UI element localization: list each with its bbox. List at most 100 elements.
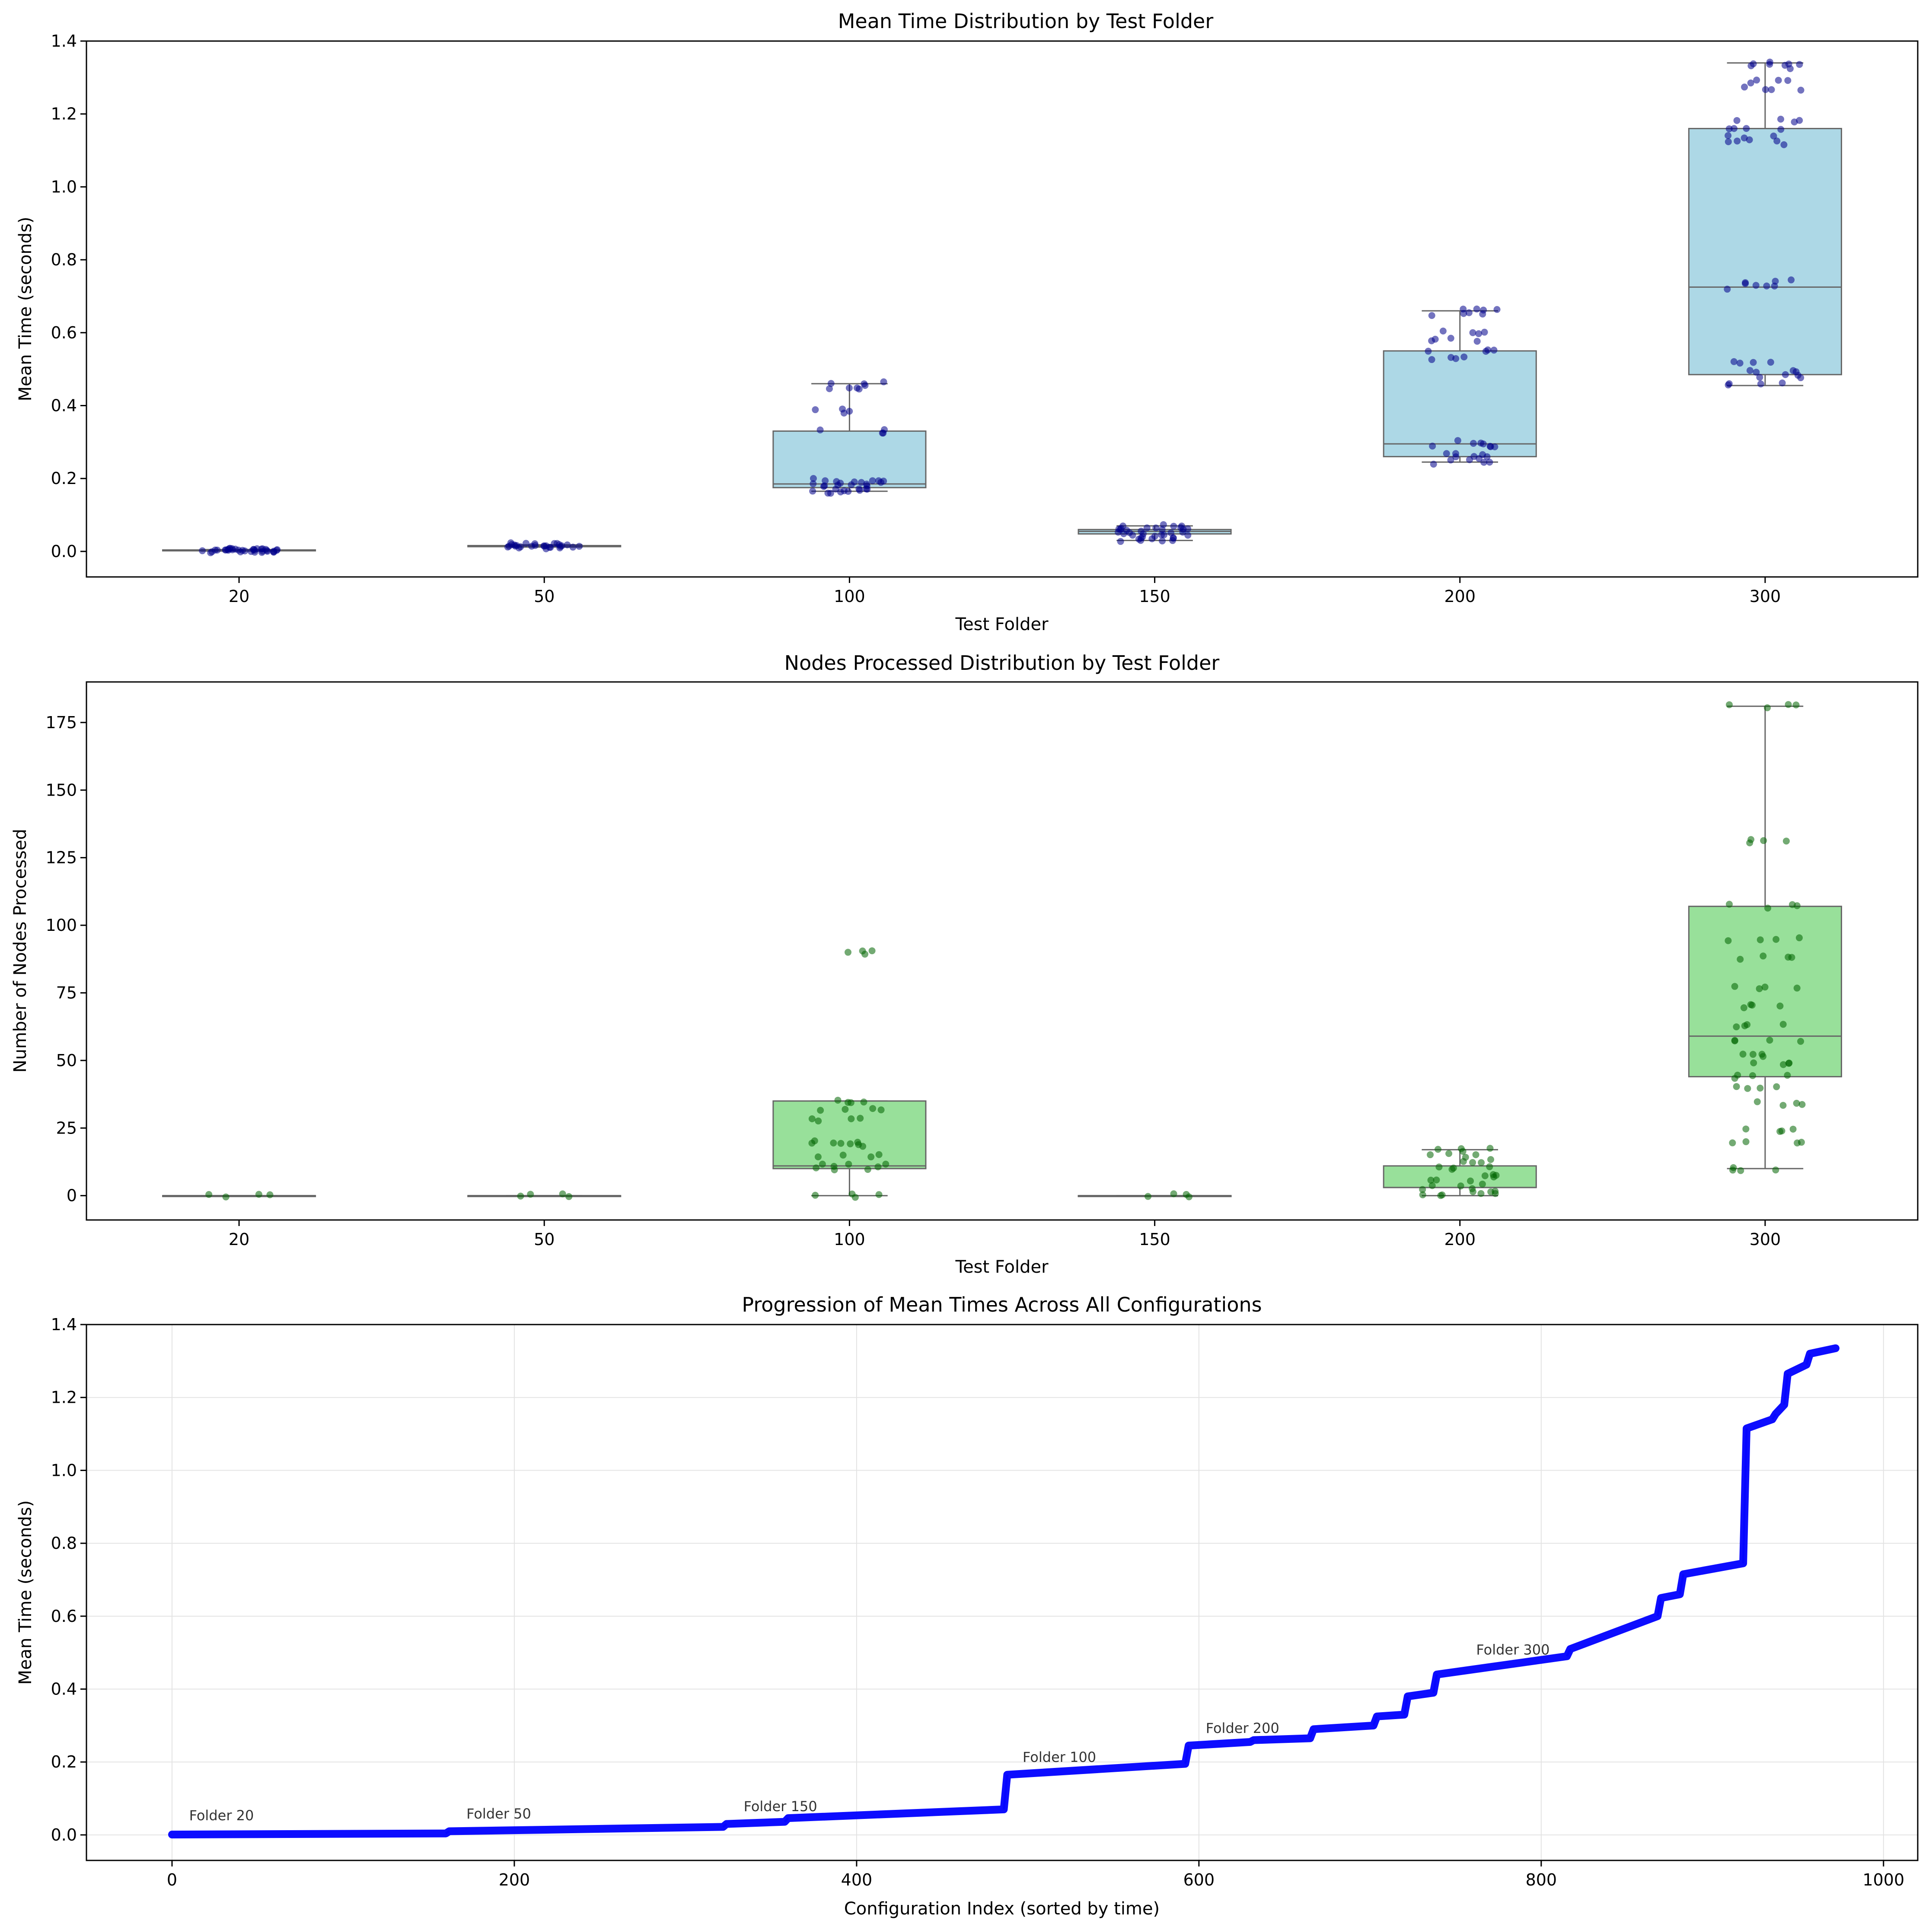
data-point [1750, 359, 1757, 366]
data-point [846, 408, 853, 415]
data-point [1487, 443, 1494, 450]
data-point [1734, 1071, 1741, 1079]
data-point [1762, 86, 1769, 93]
data-point [1793, 902, 1801, 909]
data-point [815, 1117, 822, 1124]
series-step-connector [1805, 1353, 1811, 1365]
y-tick-label: 1.4 [51, 32, 77, 51]
x-tick-label: 400 [841, 1870, 873, 1889]
data-point [576, 543, 583, 550]
box-group-50 [467, 539, 622, 552]
data-point [1743, 125, 1750, 132]
data-point [864, 1166, 871, 1173]
y-tick-label: 175 [45, 713, 77, 732]
data-point [1183, 1191, 1190, 1198]
data-point [1492, 1172, 1500, 1179]
data-point [1789, 367, 1797, 374]
y-tick-label: 1.4 [51, 1315, 77, 1334]
data-point [1725, 701, 1733, 708]
data-point [1733, 117, 1741, 124]
data-point [1734, 137, 1741, 145]
box-group-150 [1078, 1190, 1232, 1201]
data-point [1741, 83, 1748, 91]
data-point [819, 1160, 826, 1168]
data-point [1479, 451, 1486, 459]
data-point [1772, 277, 1779, 285]
series-step-connector [1656, 1598, 1662, 1617]
data-point [569, 544, 577, 551]
data-point [1460, 306, 1467, 313]
data-point [1473, 338, 1481, 345]
data-point [1749, 1072, 1756, 1079]
data-point [1725, 381, 1732, 389]
box-iqr [1688, 127, 1842, 376]
data-point [1724, 286, 1731, 293]
series-step-connector [1184, 1745, 1190, 1764]
data-point [1447, 334, 1454, 342]
x-tick-label: 800 [1526, 1870, 1557, 1889]
data-point [1766, 58, 1773, 66]
data-point [1730, 358, 1738, 365]
data-point [1746, 367, 1753, 374]
box-group-20 [162, 1191, 316, 1201]
series-step-connector [722, 1823, 727, 1828]
chart-title: Progression of Mean Times Across All Con… [742, 1293, 1262, 1316]
mean-time-box-chart: Mean Time Distribution by Test Folder 0.… [16, 10, 1919, 634]
series-step-connector [1742, 1428, 1748, 1564]
data-point [1493, 306, 1501, 313]
data-point [199, 547, 206, 554]
y-tick-label: 0.6 [51, 1607, 77, 1626]
data-point [845, 384, 853, 392]
y-tick-label: 100 [45, 916, 77, 935]
data-point [1467, 1177, 1474, 1185]
data-point [867, 1153, 875, 1161]
data-point [810, 480, 817, 487]
y-tick-label: 0.6 [51, 323, 77, 342]
data-point [875, 1191, 883, 1198]
data-point [1770, 132, 1777, 140]
data-point [817, 1107, 824, 1114]
data-point [565, 1193, 573, 1200]
data-point [1729, 1139, 1736, 1147]
x-tick-label: 300 [1750, 1230, 1781, 1249]
data-point [875, 1151, 883, 1158]
box-iqr [772, 1100, 927, 1169]
data-point [1160, 521, 1167, 528]
y-tick-label: 75 [56, 983, 77, 1002]
data-point [1733, 1083, 1740, 1090]
data-point [874, 1163, 882, 1171]
x-tick-label: 600 [1183, 1870, 1215, 1889]
data-point [517, 1192, 524, 1200]
data-point [1151, 532, 1158, 540]
data-point [1428, 356, 1435, 363]
data-point [253, 545, 261, 552]
y-tick-label: 25 [56, 1118, 77, 1137]
data-point [1447, 456, 1454, 464]
data-point [1479, 440, 1487, 448]
data-point [551, 540, 558, 547]
y-tick-label: 0.8 [51, 1534, 77, 1553]
data-point [1481, 1172, 1489, 1179]
y-tick-label: 1.0 [51, 1461, 77, 1480]
data-point [1170, 1190, 1177, 1197]
data-point [833, 478, 840, 485]
x-axis-label: Configuration Index (sorted by time) [844, 1899, 1160, 1919]
data-point [1159, 537, 1166, 545]
data-point [1486, 1145, 1494, 1152]
data-point [1758, 1051, 1766, 1058]
data-point [1797, 86, 1804, 94]
data-point [1725, 138, 1732, 146]
data-point [869, 1105, 877, 1112]
box-iqr [1688, 905, 1842, 1077]
data-point [821, 482, 828, 490]
data-point [1731, 983, 1738, 990]
data-point [1741, 1022, 1748, 1029]
data-point [1462, 1153, 1469, 1161]
data-point [1788, 276, 1795, 283]
x-tick-label: 100 [834, 1230, 865, 1249]
data-point [1747, 836, 1755, 843]
x-tick-label: 1000 [1862, 1870, 1904, 1889]
folder-annotation: Folder 50 [466, 1806, 531, 1822]
data-point [1438, 1191, 1446, 1198]
data-point [1482, 348, 1489, 355]
